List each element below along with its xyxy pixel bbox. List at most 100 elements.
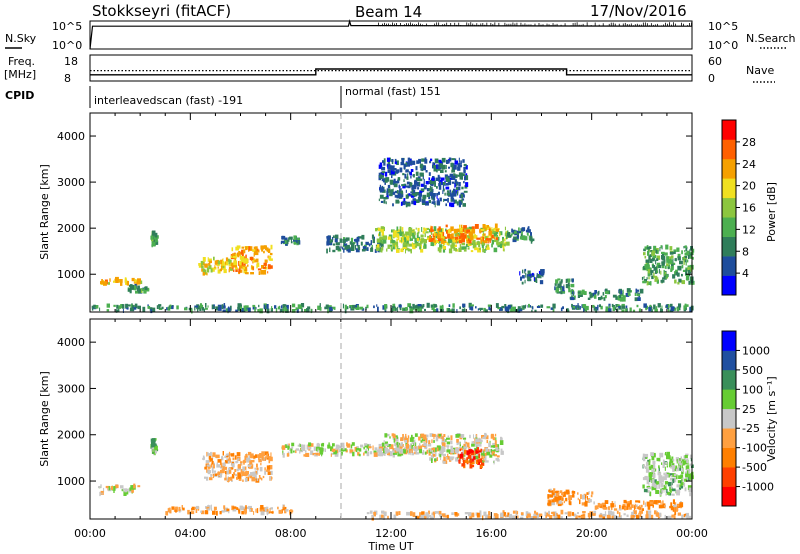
- scatter-cell: [589, 294, 592, 299]
- scatter-cell: [405, 185, 408, 188]
- scatter-cell: [438, 240, 441, 244]
- scatter-cell: [355, 447, 360, 451]
- scatter-cell: [403, 179, 405, 182]
- scatter-cell: [600, 514, 605, 518]
- scatter-cell: [409, 171, 412, 176]
- scatter-cell: [652, 254, 657, 259]
- scatter-cell: [446, 229, 448, 234]
- scatter-cell: [282, 308, 284, 313]
- scatter-cell: [468, 231, 471, 236]
- scatter-cell: [419, 197, 422, 202]
- scatter-cell: [656, 270, 659, 273]
- scatter-cell: [602, 507, 606, 510]
- scatter-cell: [153, 239, 156, 243]
- scatter-cell: [406, 162, 410, 167]
- scatter-cell: [296, 308, 299, 313]
- scatter-cell: [651, 469, 654, 473]
- scatter-cell: [430, 230, 433, 235]
- scatter-cell: [658, 465, 660, 469]
- scatter-cell: [464, 460, 469, 464]
- scatter-cell: [654, 270, 658, 274]
- scatter-cell: [118, 305, 122, 309]
- scatter-cell: [458, 441, 461, 445]
- scatter-cell: [206, 267, 210, 273]
- scatter-cell: [381, 451, 385, 456]
- scatter-cell: [226, 258, 230, 262]
- scatter-cell: [530, 516, 534, 520]
- scatter-cell: [295, 449, 297, 454]
- colorbar-swatch: [722, 275, 736, 296]
- scatter-cell: [412, 512, 416, 517]
- scatter-cell: [194, 306, 196, 311]
- scatter-cell: [217, 269, 221, 274]
- scatter-cell: [633, 510, 637, 515]
- scatter-cell: [466, 235, 471, 240]
- scatter-cell: [511, 515, 515, 519]
- scatter-cell: [234, 258, 236, 261]
- scatter-cell: [475, 434, 477, 439]
- scatter-cell: [534, 510, 537, 514]
- scatter-cell: [126, 488, 129, 491]
- scatter-cell: [257, 309, 260, 312]
- scatter-cell: [253, 476, 257, 481]
- scatter-cell: [415, 192, 420, 196]
- scatter-cell: [486, 226, 491, 230]
- scatter-cell: [299, 444, 303, 447]
- scatter-cell: [331, 448, 335, 452]
- scatter-cell: [582, 304, 586, 308]
- scatter-cell: [409, 194, 413, 197]
- power-ylabel: Slant Range [km]: [38, 164, 51, 260]
- scatter-cell: [390, 445, 393, 449]
- scatter-cell: [392, 180, 396, 184]
- scatter-cell: [285, 242, 288, 246]
- scatter-cell: [659, 493, 661, 496]
- scatter-cell: [396, 233, 399, 238]
- scatter-cell: [433, 440, 435, 443]
- scatter-cell: [659, 247, 661, 252]
- scatter-cell: [243, 466, 247, 470]
- scatter-cell: [610, 506, 613, 510]
- scatter-cell: [453, 246, 456, 251]
- scatter-cell: [376, 304, 378, 307]
- scatter-cell: [449, 173, 453, 178]
- scatter-cell: [243, 305, 247, 311]
- power-data-layer: [91, 157, 695, 314]
- scatter-cell: [557, 278, 561, 281]
- scatter-cell: [438, 446, 440, 451]
- scatter-cell: [471, 450, 474, 453]
- scatter-cell: [223, 262, 225, 267]
- scatter-cell: [681, 459, 685, 462]
- scatter-cell: [210, 504, 212, 509]
- scatter-cell: [404, 164, 408, 167]
- scatter-cell: [433, 201, 436, 205]
- scatter-cell: [161, 306, 164, 310]
- scatter-cell: [231, 474, 235, 479]
- colorbar-tick-label: -1000: [742, 481, 774, 494]
- scatter-cell: [608, 308, 612, 312]
- scatter-cell: [485, 515, 487, 519]
- scatter-cell: [678, 303, 682, 308]
- scatter-cell: [653, 266, 657, 271]
- scatter-cell: [603, 297, 606, 301]
- scatter-cell: [370, 247, 374, 252]
- scatter-cell: [389, 451, 392, 454]
- scatter-cell: [446, 241, 449, 245]
- scatter-cell: [215, 454, 220, 459]
- scatter-cell: [654, 278, 657, 282]
- scatter-cell: [669, 461, 672, 465]
- scatter-cell: [665, 244, 669, 250]
- scatter-cell: [413, 193, 416, 197]
- scatter-cell: [332, 443, 335, 447]
- scatter-cell: [384, 447, 388, 452]
- scatter-cell: [645, 461, 649, 467]
- scatter-cell: [482, 515, 484, 521]
- scatter-cell: [428, 440, 431, 445]
- scatter-cell: [626, 288, 631, 293]
- scatter-cell: [432, 511, 434, 515]
- scatter-cell: [374, 447, 378, 451]
- scatter-cell: [226, 477, 228, 481]
- scatter-cell: [101, 492, 103, 495]
- scatter-cell: [212, 452, 216, 457]
- scatter-cell: [442, 240, 447, 243]
- scatter-cell: [126, 491, 129, 495]
